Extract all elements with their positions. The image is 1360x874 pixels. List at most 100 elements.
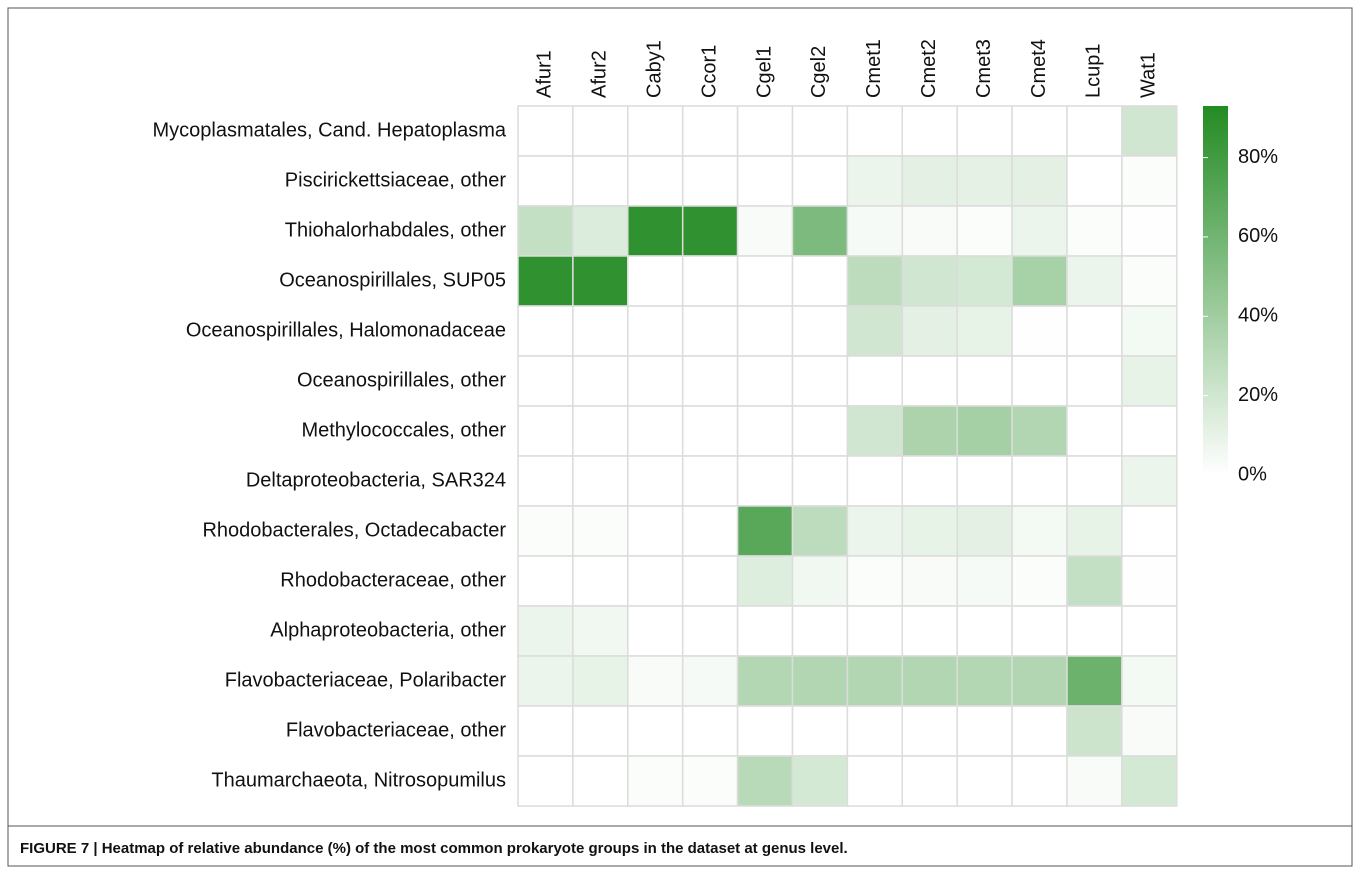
cell <box>1011 355 1068 407</box>
column-label: Cmet3 <box>973 39 995 98</box>
cell <box>572 755 629 807</box>
row-label: Rhodobacteraceae, other <box>280 569 506 591</box>
cell <box>791 705 849 757</box>
row-label: Flavobacteriaceae, Polaribacter <box>225 669 507 691</box>
frame <box>7 7 1353 867</box>
cell <box>1066 105 1123 157</box>
cell <box>736 355 794 407</box>
cell <box>517 205 574 257</box>
cell <box>627 155 684 207</box>
cell <box>791 205 849 257</box>
colorbar-tick-label: 20% <box>1238 384 1278 406</box>
cell <box>846 505 904 557</box>
cell <box>846 755 904 807</box>
cell <box>791 655 849 707</box>
column-label: Afur2 <box>589 50 611 98</box>
cell <box>1066 505 1123 557</box>
cell <box>901 355 958 407</box>
column-label: Caby1 <box>644 40 666 98</box>
cell <box>1011 155 1068 207</box>
cell <box>791 105 849 157</box>
cell <box>901 255 958 307</box>
colorbar-tick-label: 40% <box>1238 305 1278 327</box>
cell <box>736 455 794 507</box>
cell <box>517 505 574 557</box>
cell <box>517 755 574 807</box>
cell <box>1121 705 1178 757</box>
cell <box>681 505 739 557</box>
cell <box>791 555 849 607</box>
cell <box>846 305 904 357</box>
cell <box>572 255 629 307</box>
cell <box>681 605 739 657</box>
cell <box>572 305 629 357</box>
cell <box>791 305 849 357</box>
cell <box>517 455 574 507</box>
cell <box>846 255 904 307</box>
cell <box>1066 755 1123 807</box>
cell <box>517 155 574 207</box>
cell <box>627 705 684 757</box>
cell <box>846 205 904 257</box>
cell <box>517 405 574 457</box>
cell <box>901 105 958 157</box>
cell <box>681 405 739 457</box>
cell <box>1121 255 1178 307</box>
cell <box>1121 755 1178 807</box>
cell <box>1011 305 1068 357</box>
cell <box>1066 455 1123 507</box>
cell <box>1121 355 1178 407</box>
cell <box>627 255 684 307</box>
cell <box>627 555 684 607</box>
cell <box>572 455 629 507</box>
cell <box>681 355 739 407</box>
cell <box>1121 155 1178 207</box>
cell <box>791 255 849 307</box>
cell <box>846 355 904 407</box>
colorbar-tick-label: 80% <box>1238 146 1278 168</box>
cell <box>627 355 684 407</box>
cell <box>901 155 958 207</box>
cell <box>627 105 684 157</box>
cell <box>681 555 739 607</box>
cell <box>1066 555 1123 607</box>
cell <box>681 455 739 507</box>
cell <box>956 505 1013 557</box>
cell <box>846 555 904 607</box>
row-label: Oceanospirillales, SUP05 <box>279 269 506 291</box>
cell <box>956 205 1013 257</box>
cell <box>572 205 629 257</box>
cell <box>517 105 574 157</box>
cell <box>681 255 739 307</box>
row-label: Rhodobacterales, Octadecabacter <box>202 519 506 541</box>
cell <box>681 705 739 757</box>
cell <box>956 555 1013 607</box>
cell <box>736 555 794 607</box>
cell <box>736 155 794 207</box>
cell <box>956 455 1013 507</box>
row-label: Methylococcales, other <box>301 419 506 441</box>
cell <box>627 205 684 257</box>
column-label: Cmet2 <box>918 39 940 98</box>
cell <box>901 605 958 657</box>
column-label: Lcup1 <box>1083 44 1105 99</box>
cell <box>681 205 739 257</box>
cell <box>681 305 739 357</box>
cell <box>572 705 629 757</box>
cell <box>846 655 904 707</box>
cell <box>901 205 958 257</box>
cell <box>1121 405 1178 457</box>
cell <box>1011 455 1068 507</box>
cell <box>572 405 629 457</box>
column-label: Cmet1 <box>863 39 885 98</box>
cell <box>1121 555 1178 607</box>
cell <box>517 305 574 357</box>
cell <box>1011 655 1068 707</box>
cell <box>736 655 794 707</box>
colorbar-tick-label: 0% <box>1238 463 1267 485</box>
cell <box>1011 755 1068 807</box>
cell <box>1011 105 1068 157</box>
cell <box>901 455 958 507</box>
cell <box>1066 405 1123 457</box>
cell <box>1066 255 1123 307</box>
